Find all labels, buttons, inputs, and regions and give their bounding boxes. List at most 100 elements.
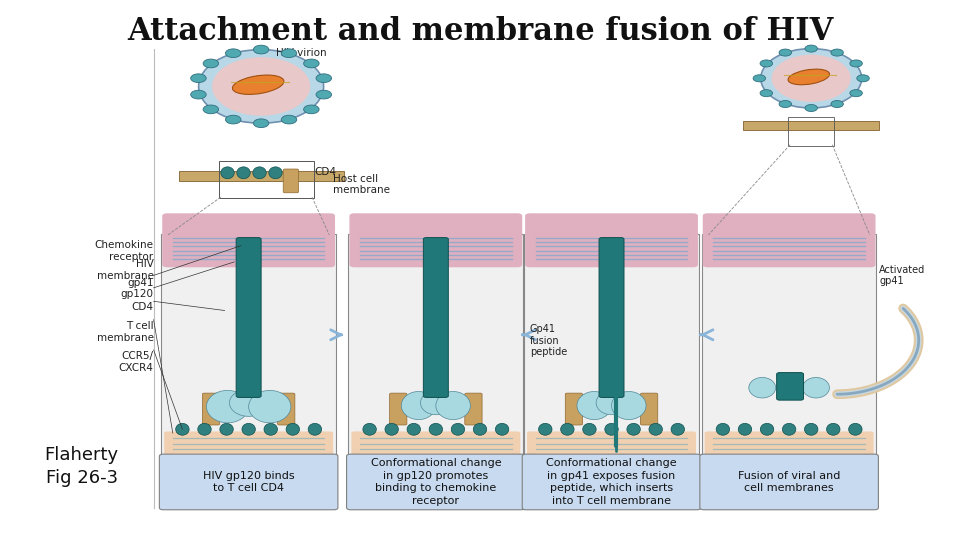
Text: Conformational change
in gp120 promotes
binding to chemokine
receptor: Conformational change in gp120 promotes …: [371, 458, 501, 506]
Ellipse shape: [176, 423, 189, 435]
Ellipse shape: [596, 391, 627, 415]
FancyBboxPatch shape: [599, 238, 624, 397]
FancyBboxPatch shape: [236, 238, 261, 397]
FancyBboxPatch shape: [349, 213, 522, 267]
Circle shape: [780, 49, 791, 56]
Text: CD4: CD4: [132, 302, 154, 313]
Ellipse shape: [605, 423, 618, 435]
Ellipse shape: [849, 423, 862, 435]
Ellipse shape: [612, 392, 646, 420]
Ellipse shape: [649, 423, 662, 435]
Circle shape: [281, 49, 297, 58]
Ellipse shape: [738, 423, 752, 435]
Circle shape: [191, 74, 206, 83]
Ellipse shape: [539, 423, 552, 435]
Ellipse shape: [385, 423, 398, 435]
Text: HIV gp120 binds
to T cell CD4: HIV gp120 binds to T cell CD4: [203, 470, 295, 494]
FancyBboxPatch shape: [347, 454, 525, 510]
Circle shape: [316, 74, 331, 83]
Text: HIV
membrane: HIV membrane: [97, 259, 154, 281]
Circle shape: [253, 45, 269, 54]
Ellipse shape: [451, 423, 465, 435]
Ellipse shape: [229, 389, 268, 416]
Circle shape: [830, 100, 843, 107]
Circle shape: [316, 90, 331, 99]
Ellipse shape: [220, 423, 233, 435]
Ellipse shape: [264, 423, 277, 435]
Ellipse shape: [249, 390, 291, 423]
FancyBboxPatch shape: [640, 393, 658, 425]
Text: T cell
membrane: T cell membrane: [97, 321, 154, 343]
FancyBboxPatch shape: [705, 431, 874, 461]
Ellipse shape: [782, 423, 796, 435]
Ellipse shape: [286, 423, 300, 435]
FancyBboxPatch shape: [527, 431, 696, 461]
FancyBboxPatch shape: [390, 393, 407, 425]
Ellipse shape: [788, 69, 829, 85]
Text: Chemokine
receptor: Chemokine receptor: [95, 240, 154, 262]
Text: CCR5/
CXCR4: CCR5/ CXCR4: [119, 351, 154, 373]
Ellipse shape: [803, 377, 829, 398]
FancyBboxPatch shape: [159, 454, 338, 510]
FancyBboxPatch shape: [565, 393, 583, 425]
FancyBboxPatch shape: [283, 169, 299, 193]
Text: Fusion of viral and
cell membranes: Fusion of viral and cell membranes: [738, 470, 840, 494]
Circle shape: [253, 119, 269, 127]
Ellipse shape: [269, 167, 282, 179]
Text: gp120: gp120: [121, 289, 154, 299]
Circle shape: [856, 75, 870, 82]
FancyBboxPatch shape: [525, 213, 698, 267]
FancyBboxPatch shape: [700, 454, 878, 510]
FancyBboxPatch shape: [777, 373, 804, 400]
Circle shape: [303, 59, 319, 68]
Ellipse shape: [429, 423, 443, 435]
Ellipse shape: [716, 423, 730, 435]
Ellipse shape: [671, 423, 684, 435]
Ellipse shape: [583, 423, 596, 435]
Ellipse shape: [473, 423, 487, 435]
Circle shape: [303, 105, 319, 114]
Ellipse shape: [199, 50, 324, 123]
Circle shape: [226, 49, 241, 58]
Circle shape: [191, 90, 206, 99]
FancyBboxPatch shape: [702, 234, 876, 463]
Ellipse shape: [561, 423, 574, 435]
FancyBboxPatch shape: [179, 171, 344, 181]
Ellipse shape: [749, 377, 776, 398]
Circle shape: [281, 115, 297, 124]
Ellipse shape: [772, 55, 851, 102]
Ellipse shape: [212, 57, 310, 116]
Text: Flaherty
Fig 26-3: Flaherty Fig 26-3: [44, 446, 119, 487]
FancyBboxPatch shape: [743, 121, 879, 130]
Circle shape: [850, 90, 862, 97]
Circle shape: [804, 105, 817, 112]
Text: gp41: gp41: [127, 278, 154, 288]
Circle shape: [760, 60, 773, 67]
Ellipse shape: [363, 423, 376, 435]
Text: Conformational change
in gp41 exposes fusion
peptide, which inserts
into T cell : Conformational change in gp41 exposes fu…: [546, 458, 677, 506]
Text: Host cell
membrane: Host cell membrane: [333, 174, 390, 195]
Circle shape: [760, 90, 773, 97]
Circle shape: [780, 100, 791, 107]
Ellipse shape: [436, 392, 470, 420]
Ellipse shape: [407, 423, 420, 435]
Ellipse shape: [420, 391, 451, 415]
Ellipse shape: [827, 423, 840, 435]
Ellipse shape: [627, 423, 640, 435]
FancyBboxPatch shape: [423, 238, 448, 397]
FancyBboxPatch shape: [277, 393, 295, 425]
FancyBboxPatch shape: [164, 431, 333, 461]
Circle shape: [226, 115, 241, 124]
Ellipse shape: [232, 75, 284, 94]
FancyBboxPatch shape: [351, 431, 520, 461]
Text: Gp41
fusion
peptide: Gp41 fusion peptide: [530, 324, 567, 357]
FancyBboxPatch shape: [348, 234, 523, 463]
Ellipse shape: [221, 167, 234, 179]
Ellipse shape: [401, 392, 436, 420]
Circle shape: [204, 59, 219, 68]
Ellipse shape: [760, 49, 861, 108]
Ellipse shape: [242, 423, 255, 435]
FancyBboxPatch shape: [524, 234, 699, 463]
Ellipse shape: [804, 423, 818, 435]
Ellipse shape: [252, 167, 266, 179]
